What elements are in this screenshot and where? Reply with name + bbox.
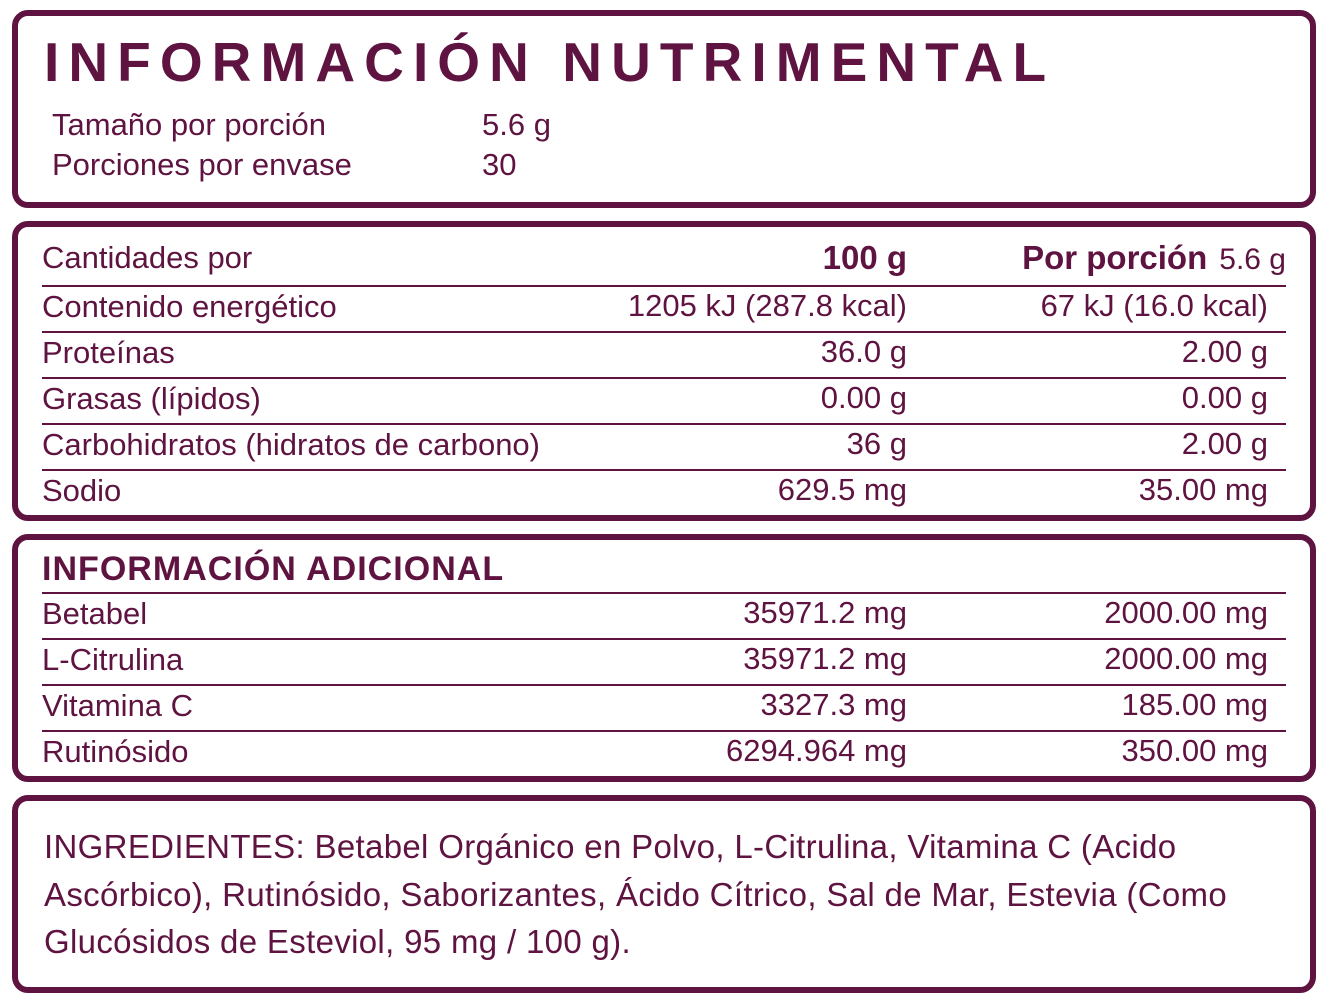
additional-info-title: INFORMACIÓN ADICIONAL (42, 549, 505, 588)
ingredient-portion-value: 2000.00 mg (1104, 641, 1268, 677)
table-row: Rutinósido 6294.964 mg 350.00 mg (42, 730, 1286, 776)
nutrient-label: Grasas (lípidos) (42, 381, 261, 417)
table-row: Carbohidratos (hidratos de carbono) 36 g… (42, 423, 1286, 469)
nutrition-table-header: Cantidades por 100 g Por porción 5.6 g (42, 231, 1286, 285)
servings-per-container-row: Porciones por envase 30 (44, 145, 1286, 186)
nutrient-per100-value: 0.00 g (820, 380, 907, 416)
ingredient-per100-value: 3327.3 mg (760, 687, 908, 723)
nutrient-label: Proteínas (42, 335, 175, 371)
ingredient-portion-value: 2000.00 mg (1104, 595, 1268, 631)
nutrient-portion-value: 67 kJ (16.0 kcal) (1040, 288, 1268, 324)
nutrient-portion-value: 35.00 mg (1138, 472, 1268, 508)
table-row: Betabel 35971.2 mg 2000.00 mg (42, 592, 1286, 638)
amounts-per-label: Cantidades por (42, 240, 253, 276)
ingredients-text: INGREDIENTES: Betabel Orgánico en Polvo,… (44, 828, 1228, 960)
nutrient-per100-value: 36.0 g (820, 334, 907, 370)
nutrient-label: Contenido energético (42, 289, 337, 325)
ingredient-per100-value: 35971.2 mg (743, 595, 907, 631)
serving-size-row: Tamaño por porción 5.6 g (44, 105, 1286, 146)
serving-size-label: Tamaño por porción (52, 106, 326, 142)
ingredient-portion-value: 185.00 mg (1121, 687, 1269, 723)
nutrition-table-box: Cantidades por 100 g Por porción 5.6 g Co… (12, 221, 1316, 522)
portion-header-size: 5.6 g (1219, 243, 1286, 277)
nutrient-per100-value: 629.5 mg (777, 472, 907, 508)
servings-per-container-label: Porciones por envase (52, 147, 352, 183)
nutrient-portion-value: 0.00 g (1181, 380, 1268, 416)
table-row: Sodio 629.5 mg 35.00 mg (42, 469, 1286, 515)
nutrient-per100-value: 1205 kJ (287.8 kcal) (627, 288, 907, 324)
table-row: Contenido energético 1205 kJ (287.8 kcal… (42, 285, 1286, 331)
page-title: INFORMACIÓN NUTRIMENTAL (44, 31, 1056, 93)
ingredient-label: L-Citrulina (42, 642, 184, 678)
column-header-portion: Por porción 5.6 g (907, 239, 1286, 277)
servings-per-container-value: 30 (482, 147, 517, 183)
nutrient-label: Carbohidratos (hidratos de carbono) (42, 427, 540, 463)
nutrient-portion-value: 2.00 g (1181, 334, 1268, 370)
table-row: Vitamina C 3327.3 mg 185.00 mg (42, 684, 1286, 730)
ingredient-label: Betabel (42, 596, 148, 632)
nutrient-per100-value: 36 g (846, 426, 907, 462)
nutrient-label: Sodio (42, 473, 122, 509)
nutrient-portion-value: 2.00 g (1181, 426, 1268, 462)
table-row: Grasas (lípidos) 0.00 g 0.00 g (42, 377, 1286, 423)
ingredient-portion-value: 350.00 mg (1121, 733, 1269, 769)
ingredient-label: Vitamina C (42, 688, 194, 724)
table-row: Proteínas 36.0 g 2.00 g (42, 331, 1286, 377)
column-header-100g: 100 g (822, 239, 907, 277)
ingredient-per100-value: 6294.964 mg (726, 733, 907, 769)
serving-size-value: 5.6 g (482, 106, 551, 142)
table-row: L-Citrulina 35971.2 mg 2000.00 mg (42, 638, 1286, 684)
portion-header-bold: Por porción (1022, 239, 1208, 277)
ingredient-label: Rutinósido (42, 734, 189, 770)
header-box: INFORMACIÓN NUTRIMENTAL Tamaño por porci… (12, 10, 1316, 209)
ingredient-per100-value: 35971.2 mg (743, 641, 907, 677)
ingredients-box: INGREDIENTES: Betabel Orgánico en Polvo,… (12, 795, 1316, 993)
additional-info-box: INFORMACIÓN ADICIONAL Betabel 35971.2 mg… (12, 534, 1316, 783)
